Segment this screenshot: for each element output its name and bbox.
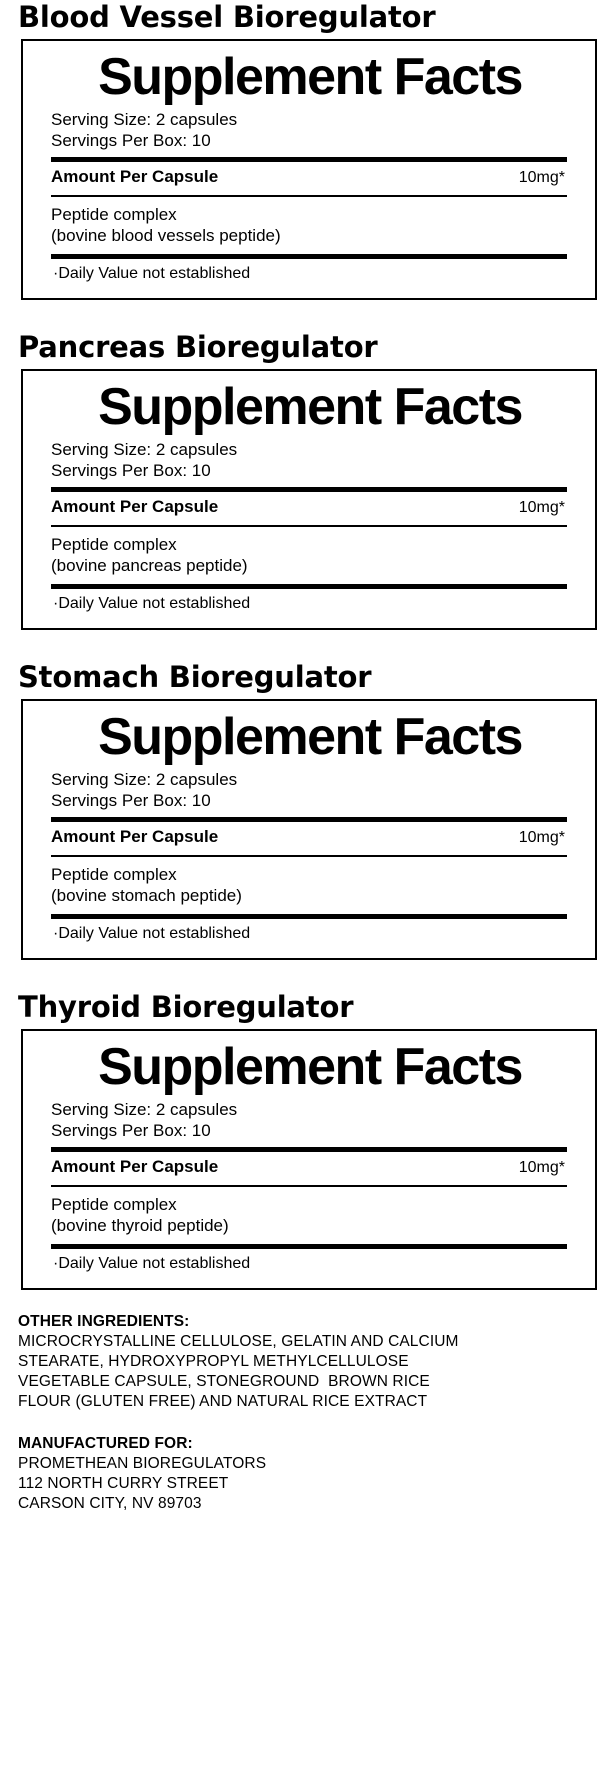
footer-spacer <box>0 1412 616 1434</box>
divider-thick-top <box>51 817 567 822</box>
divider-thick-top <box>51 487 567 492</box>
manufacturer-street: 112 NORTH CURRY STREET <box>18 1475 229 1492</box>
amount-per-capsule-value: 10mg* <box>518 829 565 846</box>
block-spacer <box>0 960 616 990</box>
divider-thin <box>51 195 567 197</box>
divider-thick-bottom <box>51 1244 567 1249</box>
other-ingredients-line-1: MICROCRYSTALLINE CELLULOSE, GELATIN AND … <box>18 1333 459 1350</box>
supplement-facts-heading: Supplement Facts <box>98 48 523 106</box>
divider-thick-top <box>51 1147 567 1152</box>
footer-spacer <box>0 1290 616 1312</box>
amount-per-capsule-label: Amount Per Capsule <box>51 1157 219 1176</box>
other-ingredients-line-3: VEGETABLE CAPSULE, STONEGROUND BROWN RIC… <box>18 1373 430 1390</box>
supplement-facts-panel: Supplement Facts Serving Size: 2 capsule… <box>21 369 597 630</box>
ingredient-block: Peptide complex (bovine stomach peptide) <box>47 857 567 908</box>
supplement-facts-heading: Supplement Facts <box>98 1038 523 1096</box>
other-ingredients-section: OTHER INGREDIENTS: MICROCRYSTALLINE CELL… <box>0 1312 616 1412</box>
amount-per-capsule-row: Amount Per Capsule 10mg* <box>47 492 567 520</box>
manufactured-for-heading: MANUFACTURED FOR: <box>18 1435 193 1452</box>
divider-thick-bottom <box>51 584 567 589</box>
divider-thick-top <box>51 157 567 162</box>
supplement-facts-panel: Supplement Facts Serving Size: 2 capsule… <box>21 39 597 300</box>
servings-per-box-text: Servings Per Box: 10 <box>51 131 211 150</box>
product-block-pancreas: Pancreas Bioregulator Supplement Facts S… <box>0 330 616 630</box>
amount-per-capsule-row: Amount Per Capsule 10mg* <box>47 822 567 850</box>
product-block-thyroid: Thyroid Bioregulator Supplement Facts Se… <box>0 990 616 1290</box>
amount-per-capsule-value: 10mg* <box>518 1159 565 1176</box>
amount-per-capsule-row: Amount Per Capsule 10mg* <box>47 1152 567 1180</box>
manufacturer-city-state-zip: CARSON CITY, NV 89703 <box>18 1495 202 1512</box>
ingredient-line-2: (bovine blood vessels peptide) <box>51 226 281 245</box>
divider-thin <box>51 525 567 527</box>
product-block-blood-vessel: Blood Vessel Bioregulator Supplement Fac… <box>0 0 616 300</box>
ingredient-line-1: Peptide complex <box>51 205 177 224</box>
amount-per-capsule-value: 10mg* <box>518 169 565 186</box>
amount-per-capsule-label: Amount Per Capsule <box>51 497 219 516</box>
servings-per-box-text: Servings Per Box: 10 <box>51 791 211 810</box>
supplement-facts-panel: Supplement Facts Serving Size: 2 capsule… <box>21 1029 597 1290</box>
product-title: Thyroid Bioregulator <box>18 990 354 1024</box>
servings-per-box-text: Servings Per Box: 10 <box>51 461 211 480</box>
supplement-facts-panel: Supplement Facts Serving Size: 2 capsule… <box>21 699 597 960</box>
ingredient-line-2: (bovine stomach peptide) <box>51 886 242 905</box>
product-title: Blood Vessel Bioregulator <box>18 0 436 34</box>
amount-per-capsule-row: Amount Per Capsule 10mg* <box>47 162 567 190</box>
daily-value-footnote: ·Daily Value not established <box>53 925 251 942</box>
ingredient-block: Peptide complex (bovine pancreas peptide… <box>47 527 567 578</box>
ingredient-line-2: (bovine pancreas peptide) <box>51 556 248 575</box>
other-ingredients-line-4: FLOUR (GLUTEN FREE) AND NATURAL RICE EXT… <box>18 1393 428 1410</box>
divider-thick-bottom <box>51 914 567 919</box>
ingredient-line-1: Peptide complex <box>51 1195 177 1214</box>
daily-value-footnote: ·Daily Value not established <box>53 1255 251 1272</box>
block-spacer <box>0 630 616 660</box>
amount-per-capsule-value: 10mg* <box>518 499 565 516</box>
supplement-facts-heading: Supplement Facts <box>98 378 523 436</box>
supplement-facts-heading: Supplement Facts <box>98 708 523 766</box>
servings-per-box-text: Servings Per Box: 10 <box>51 1121 211 1140</box>
block-spacer <box>0 300 616 330</box>
ingredient-line-2: (bovine thyroid peptide) <box>51 1216 229 1235</box>
amount-per-capsule-label: Amount Per Capsule <box>51 167 219 186</box>
serving-size-text: Serving Size: 2 capsules <box>51 110 238 129</box>
ingredient-block: Peptide complex (bovine thyroid peptide) <box>47 1187 567 1238</box>
divider-thin <box>51 855 567 857</box>
daily-value-footnote: ·Daily Value not established <box>53 595 251 612</box>
serving-size-text: Serving Size: 2 capsules <box>51 440 238 459</box>
other-ingredients-line-2: STEARATE, HYDROXYPROPYL METHYLCELLULOSE <box>18 1353 409 1370</box>
product-block-stomach: Stomach Bioregulator Supplement Facts Se… <box>0 660 616 960</box>
serving-size-text: Serving Size: 2 capsules <box>51 1100 238 1119</box>
product-title: Pancreas Bioregulator <box>18 330 378 364</box>
daily-value-footnote: ·Daily Value not established <box>53 265 251 282</box>
divider-thin <box>51 1185 567 1187</box>
serving-size-text: Serving Size: 2 capsules <box>51 770 238 789</box>
amount-per-capsule-label: Amount Per Capsule <box>51 827 219 846</box>
other-ingredients-heading: OTHER INGREDIENTS: <box>18 1313 190 1330</box>
divider-thick-bottom <box>51 254 567 259</box>
ingredient-line-1: Peptide complex <box>51 535 177 554</box>
ingredient-block: Peptide complex (bovine blood vessels pe… <box>47 197 567 248</box>
product-title: Stomach Bioregulator <box>18 660 372 694</box>
ingredient-line-1: Peptide complex <box>51 865 177 884</box>
manufacturer-name: PROMETHEAN BIOREGULATORS <box>18 1455 267 1472</box>
manufactured-for-section: MANUFACTURED FOR: PROMETHEAN BIOREGULATO… <box>0 1434 616 1514</box>
